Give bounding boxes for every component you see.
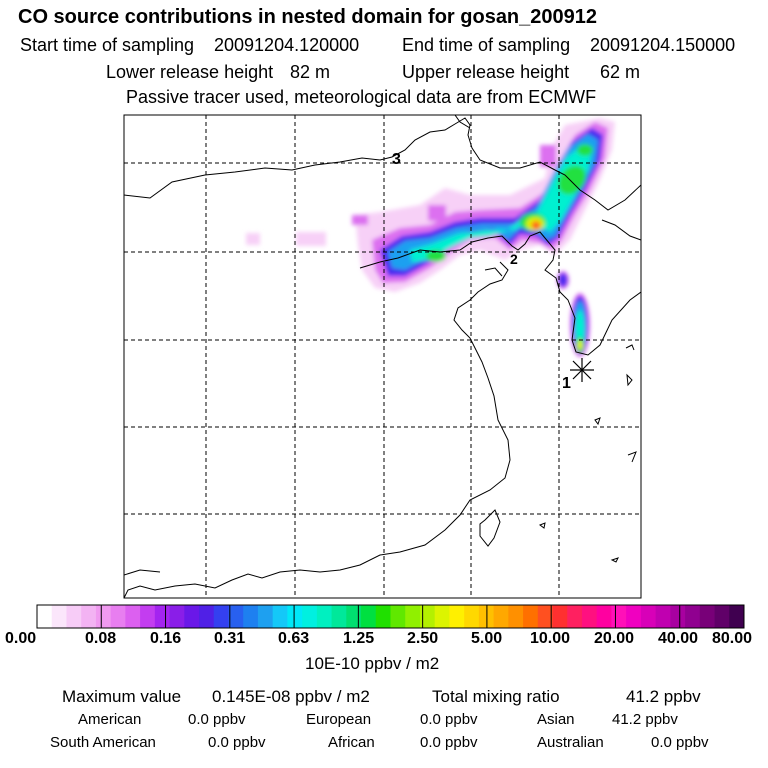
- start-time-value: 20091204.120000: [214, 35, 360, 55]
- coastlines: [124, 115, 641, 598]
- colorbar-units: 10E-10 ppbv / m2: [305, 654, 440, 673]
- tracer-note: Passive tracer used, meteorological data…: [126, 87, 597, 107]
- region-value-european: 0.0 ppbv: [420, 711, 478, 728]
- colorbar-tick-label: 1.25: [343, 630, 375, 647]
- marker-label-3: 3: [392, 151, 401, 168]
- colorbar-tick-label: 0.00: [5, 630, 37, 647]
- end-time-value: 20091204.150000: [590, 35, 736, 55]
- colorbar-tick-label: 10.00: [530, 630, 571, 647]
- region-name-african: African: [328, 734, 375, 751]
- region-name-european: European: [306, 711, 372, 728]
- colorbar-tick-label: 0.16: [150, 630, 182, 647]
- colorbar-tick-label: 0.31: [214, 630, 246, 647]
- region-value-american: 0.0 ppbv: [188, 711, 246, 728]
- lower-release-label: Lower release height: [106, 62, 274, 82]
- region-name-asian: Asian: [537, 711, 575, 728]
- region-name-australian: Australian: [537, 734, 604, 751]
- map-frame: [123, 114, 642, 599]
- region-value-african: 0.0 ppbv: [420, 734, 478, 751]
- max-value-label: Maximum value: [62, 687, 182, 706]
- colorbar-tick-label: 0.08: [85, 630, 117, 647]
- region-value-australian: 0.0 ppbv: [651, 734, 709, 751]
- lower-release-value: 82 m: [290, 62, 331, 82]
- region-value-south-american: 0.0 ppbv: [208, 734, 266, 751]
- end-time-label: End time of sampling: [402, 35, 571, 55]
- total-mixing-label: Total mixing ratio: [432, 687, 560, 706]
- total-mixing-value: 41.2 ppbv: [626, 687, 701, 706]
- region-name-american: American: [78, 711, 142, 728]
- marker-label-1: 1: [562, 375, 571, 392]
- upper-release-value: 62 m: [600, 62, 641, 82]
- graticule: [124, 115, 641, 598]
- marker-label-2: 2: [510, 251, 518, 267]
- plume-layer-red: [533, 223, 539, 229]
- start-time-label: Start time of sampling: [20, 35, 195, 55]
- colorbar-tick-label: 2.50: [407, 630, 439, 647]
- region-value-asian: 41.2 ppbv: [612, 711, 678, 728]
- max-value: 0.145E-08 ppbv / m2: [212, 687, 370, 706]
- colorbar-tick-label: 0.63: [278, 630, 310, 647]
- colorbar-tick-label: 80.00: [712, 630, 753, 647]
- region-name-south-american: South American: [50, 734, 156, 751]
- map-title: CO source contributions in nested domain…: [18, 6, 598, 28]
- colorbar-tick-label: 5.00: [471, 630, 503, 647]
- colorbar-tick-label: 40.00: [658, 630, 699, 647]
- colorbar-tick-label: 20.00: [594, 630, 635, 647]
- upper-release-label: Upper release height: [402, 62, 570, 82]
- receptor-marker: [570, 358, 594, 382]
